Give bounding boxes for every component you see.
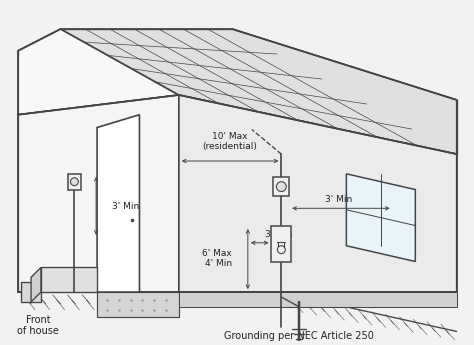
Polygon shape: [18, 29, 179, 115]
Polygon shape: [272, 226, 291, 263]
Polygon shape: [346, 174, 415, 262]
Polygon shape: [18, 95, 179, 292]
Polygon shape: [21, 282, 41, 302]
Text: 3' Min: 3' Min: [112, 202, 139, 211]
Polygon shape: [179, 292, 457, 307]
Text: 10' Max
(residential): 10' Max (residential): [203, 132, 257, 151]
Text: 3' Min: 3' Min: [325, 195, 352, 204]
Polygon shape: [273, 177, 289, 196]
Text: Grounding per NEC Article 250: Grounding per NEC Article 250: [224, 332, 374, 342]
Circle shape: [276, 182, 286, 191]
Polygon shape: [67, 174, 82, 190]
Polygon shape: [61, 29, 457, 154]
Text: 6' Max
4' Min: 6' Max 4' Min: [202, 249, 232, 268]
Circle shape: [71, 178, 78, 186]
Text: 3' Min: 3' Min: [264, 230, 292, 239]
Polygon shape: [97, 115, 139, 292]
Polygon shape: [97, 292, 179, 317]
Text: Front
of house: Front of house: [17, 315, 59, 336]
Polygon shape: [41, 267, 97, 292]
Polygon shape: [31, 267, 41, 302]
Polygon shape: [179, 95, 457, 292]
